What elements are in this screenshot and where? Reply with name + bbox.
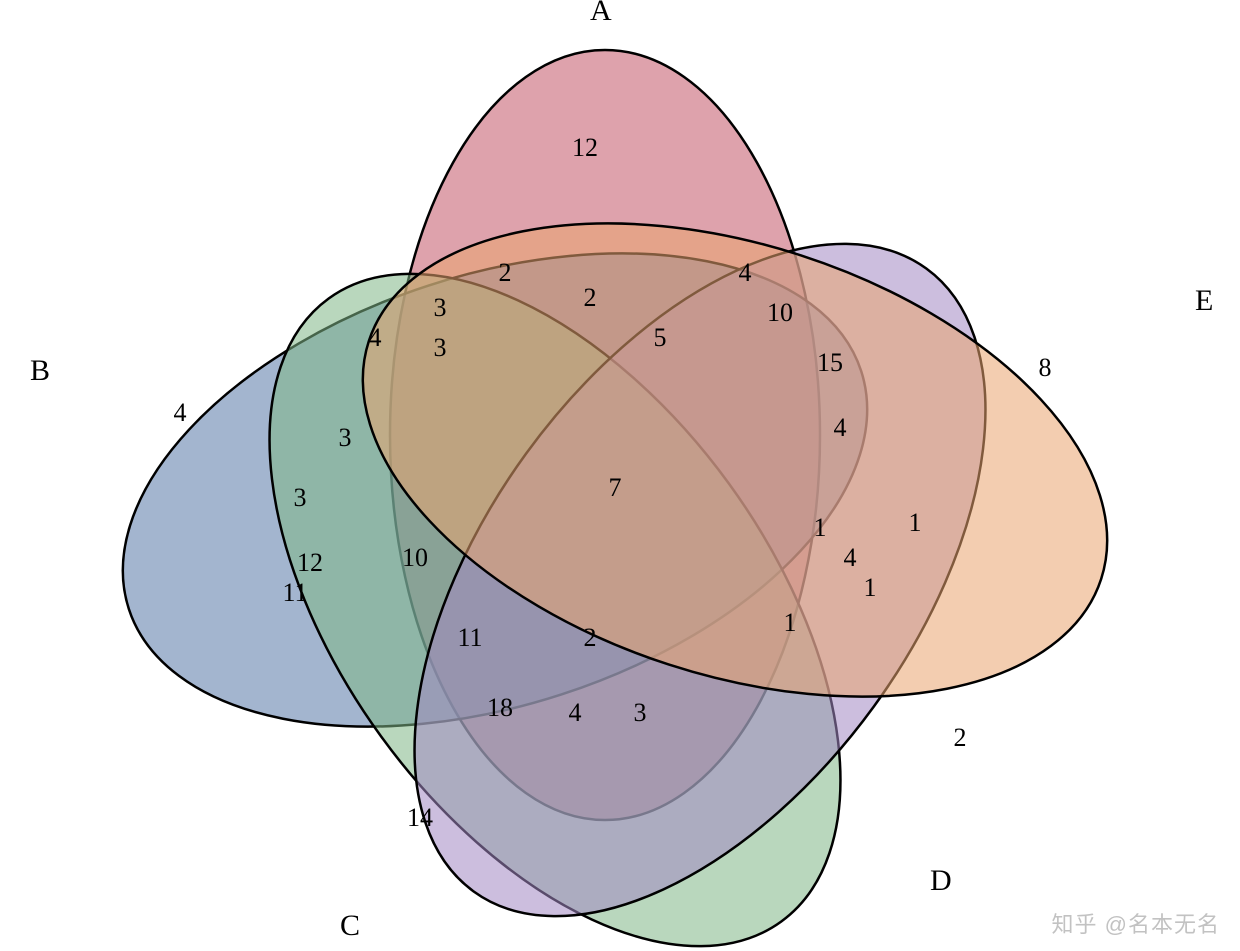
region-value-E: 8: [1039, 353, 1052, 382]
region-value-A: 12: [572, 133, 598, 162]
region-value-BCE: 12: [297, 548, 323, 577]
region-value-ABCE: 10: [402, 543, 428, 572]
region-value-ACD: 5: [654, 323, 667, 352]
region-value-AC: 3: [339, 423, 352, 452]
region-value-BDE: 4: [569, 698, 582, 727]
set-label-C: C: [340, 909, 360, 942]
region-value-AB: 2: [499, 258, 512, 287]
set-label-A: A: [590, 0, 612, 27]
region-value-ADE: 10: [767, 298, 793, 327]
set-label-E: E: [1195, 284, 1213, 317]
region-value-BCD: 11: [457, 623, 482, 652]
region-value-ABE: 4: [369, 323, 382, 352]
region-value-CE: 1: [864, 573, 877, 602]
region-value-D: 2: [954, 723, 967, 752]
region-value-ABC: 3: [434, 333, 447, 362]
region-value-B: 4: [174, 398, 187, 427]
region-value-ABDE: 2: [584, 623, 597, 652]
region-value-ACE: 15: [817, 348, 843, 377]
region-value-BD: 18: [487, 693, 513, 722]
region-value-BC: 11: [282, 578, 307, 607]
region-value-BCDE: 1: [814, 513, 827, 542]
region-value-CDE: 1: [784, 608, 797, 637]
set-label-D: D: [930, 864, 952, 897]
region-value-DE: 1: [909, 508, 922, 537]
set-label-B: B: [30, 354, 50, 387]
region-value-CD: 3: [634, 698, 647, 727]
region-value-ABCDE: 7: [609, 473, 622, 502]
region-value-AE: 4: [739, 258, 752, 287]
region-value-ACDE: 4: [834, 413, 847, 442]
region-value-BE: 3: [294, 483, 307, 512]
region-value-ABCD: 4: [844, 543, 857, 572]
region-value-ABD: 3: [434, 293, 447, 322]
region-value-AD: 2: [584, 283, 597, 312]
region-value-C: 14: [407, 803, 433, 832]
venn-diagram: 1241428241131233181341051512411131024147…: [0, 0, 1240, 951]
